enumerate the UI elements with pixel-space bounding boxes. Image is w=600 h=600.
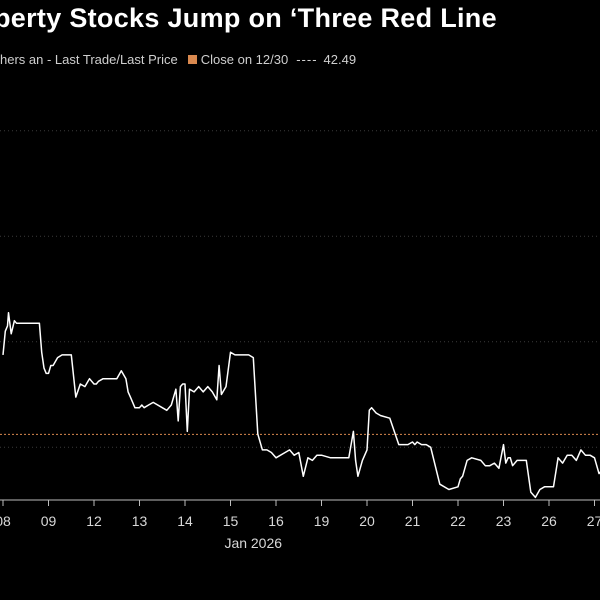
legend-close-label: Close on 12/30 — [200, 52, 289, 67]
legend-series-label: hers an - Last Trade/Last Price — [0, 52, 178, 67]
x-tick-label-6: 16 — [268, 513, 284, 529]
x-tick-label-11: 23 — [496, 513, 512, 529]
series-line-0 — [2, 311, 600, 499]
legend-close-swatch — [187, 55, 197, 64]
x-tick-label-1: 09 — [41, 513, 57, 529]
x-tick-label-12: 26 — [541, 513, 557, 529]
x-tick-label-7: 19 — [314, 513, 330, 529]
x-tick-label-8: 20 — [359, 513, 375, 529]
legend: hers an - Last Trade/Last Price Close on… — [0, 52, 600, 67]
x-tick-label-13: 27 — [587, 513, 600, 529]
x-tick-label-0: 08 — [0, 513, 11, 529]
x-tick-label-5: 15 — [223, 513, 239, 529]
legend-close-dash: ---- — [296, 52, 318, 67]
x-tick-label-2: 12 — [86, 513, 102, 529]
x-tick-label-10: 22 — [450, 513, 466, 529]
x-tick-label-3: 13 — [132, 513, 148, 529]
x-tick-label-4: 14 — [177, 513, 193, 529]
chart-title: perty Stocks Jump on ‘Three Red Line — [0, 3, 497, 33]
legend-close-value: 42.49 — [323, 52, 357, 67]
x-tick-label-9: 21 — [405, 513, 421, 529]
x-month-label: Jan 2026 — [224, 535, 282, 551]
